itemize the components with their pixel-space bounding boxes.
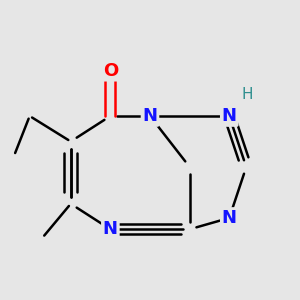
Text: N: N [222,209,237,227]
Text: H: H [242,87,254,102]
Text: N: N [142,107,158,125]
Text: N: N [103,220,118,238]
Text: O: O [103,62,118,80]
Text: N: N [222,107,237,125]
